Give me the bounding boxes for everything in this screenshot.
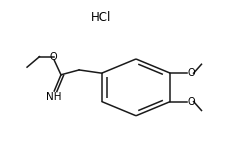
Text: HCl: HCl [91,11,111,24]
Text: O: O [50,52,57,62]
Text: O: O [188,68,196,78]
Text: O: O [188,97,196,107]
Text: NH: NH [46,92,62,102]
